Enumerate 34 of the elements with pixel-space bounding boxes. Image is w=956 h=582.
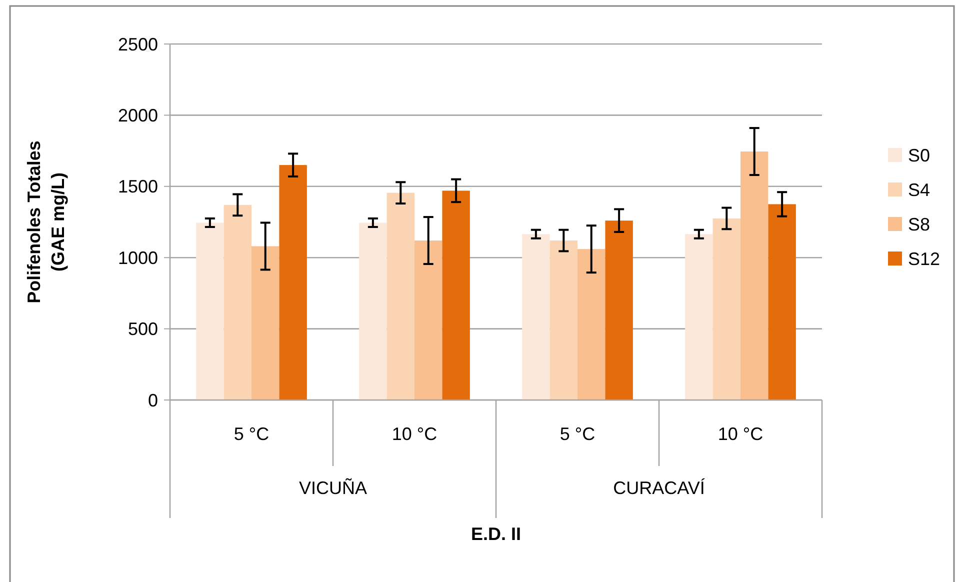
text: CURACAVÍ: [613, 478, 705, 498]
bar: [252, 246, 280, 400]
bar: [386, 192, 414, 400]
y-tick-label: 500: [128, 319, 158, 340]
bar: [196, 222, 224, 400]
bar: [442, 190, 470, 400]
y-tick-label: 0: [148, 390, 158, 410]
x-tick-label: 10 °C: [392, 424, 438, 444]
bar: [768, 204, 796, 400]
x-axis-title: E.D. II: [470, 524, 522, 544]
legend-label: S8: [908, 214, 930, 234]
y-tick-label: 1500: [118, 176, 158, 197]
text: VICUÑA: [298, 478, 368, 498]
bar: [578, 249, 606, 400]
x-tick-label: 10 °C: [718, 424, 764, 444]
bar: [550, 240, 578, 400]
y-tick-label: 2000: [118, 106, 158, 126]
bar: [712, 218, 740, 400]
bar: [359, 222, 387, 400]
bar: [740, 152, 768, 400]
bar: [224, 204, 252, 400]
bar: [605, 220, 633, 400]
bar: [522, 234, 550, 400]
y-tick-label: 1000: [118, 248, 158, 268]
y-tick-label: 2500: [118, 34, 158, 54]
legend-label: S12: [908, 248, 940, 269]
legend-label: S0: [908, 145, 930, 166]
bar: [279, 165, 307, 400]
x-tick-label: 5 °C: [234, 424, 270, 444]
bar: [414, 240, 442, 400]
y-axis-title: Polifenoles Totales (GAE mg/L): [24, 140, 68, 304]
x-tick-label: 5 °C: [560, 424, 596, 444]
bar: [685, 234, 713, 400]
legend-label: S4: [908, 180, 930, 200]
